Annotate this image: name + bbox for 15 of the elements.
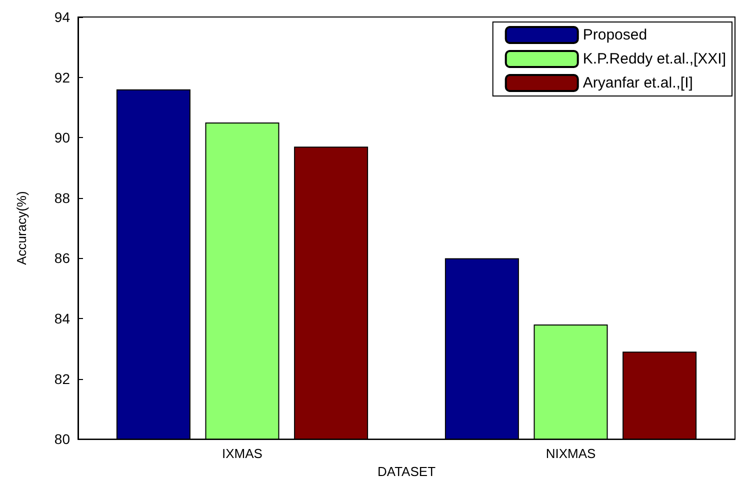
x-axis-title: DATASET: [377, 464, 436, 479]
x-tick-label: IXMAS: [222, 446, 263, 462]
x-tick-label: NIXMAS: [546, 446, 596, 462]
y-tick-label: 86: [54, 250, 70, 266]
y-axis-title: Accuracy(%): [14, 191, 29, 265]
y-tick-label: 82: [54, 370, 70, 387]
legend-label: Aryanfar et.al.,[I]: [582, 74, 693, 92]
y-tick-label: 92: [54, 69, 70, 86]
y-tick-label: 90: [54, 130, 70, 146]
y-tick-label: 94: [54, 9, 70, 25]
y-tick-label: 84: [54, 310, 70, 326]
legend-label: K.P.Reddy et.al.,[XXI]: [582, 50, 726, 68]
legend-label: Proposed: [582, 26, 648, 44]
y-tick-label: 88: [54, 190, 70, 206]
y-tick-label: 80: [54, 431, 70, 448]
